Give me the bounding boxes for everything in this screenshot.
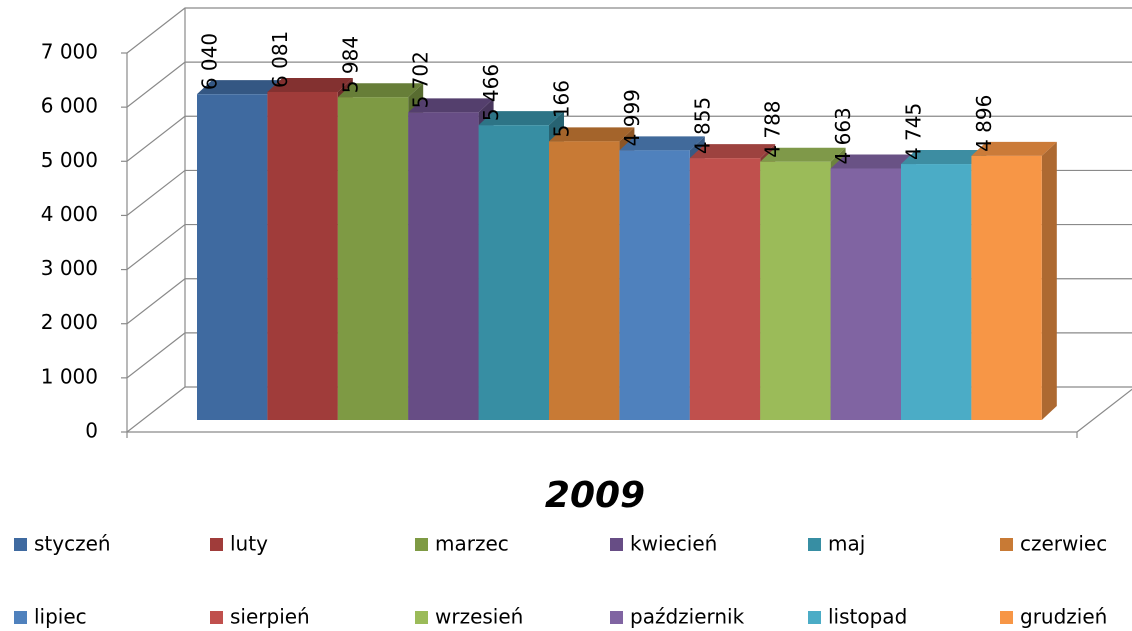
y-tick-label: 5 000 <box>41 148 98 172</box>
value-label: 5 466 <box>479 64 503 121</box>
bar <box>549 141 620 420</box>
legend-label: lipiec <box>34 605 87 629</box>
bar-top <box>337 83 424 98</box>
y-tick-label: 7 000 <box>41 40 98 64</box>
legend-swatch <box>808 611 821 624</box>
legend-swatch <box>14 538 27 551</box>
category-label: 2009 <box>545 475 645 516</box>
legend-label: luty <box>230 532 268 556</box>
bar-top <box>830 154 916 169</box>
bar <box>267 91 338 421</box>
legend-label: wrzesień <box>435 605 523 629</box>
bar-top <box>689 144 776 159</box>
bar-top <box>197 80 283 95</box>
bar-top <box>408 98 494 113</box>
legend-label: maj <box>828 532 865 556</box>
value-label: 5 702 <box>409 51 433 108</box>
bar <box>760 161 831 420</box>
bar <box>337 97 409 421</box>
legend-swatch <box>610 611 623 624</box>
legend-swatch <box>415 538 428 551</box>
y-tick-label: 3 000 <box>41 256 98 280</box>
legend-label: listopad <box>828 605 907 629</box>
bar-top <box>971 141 1057 156</box>
bar <box>830 168 901 420</box>
legend-swatch <box>210 611 223 624</box>
legend-label: styczeń <box>34 532 111 556</box>
y-tick-label: 2 000 <box>41 310 98 334</box>
bar-top <box>619 136 705 151</box>
bar <box>408 112 479 420</box>
value-label: 4 896 <box>972 95 996 152</box>
bar-top <box>549 127 635 142</box>
legend-label: grudzień <box>1020 605 1107 629</box>
value-label: 4 663 <box>831 107 855 164</box>
legend-label: październik <box>630 605 745 629</box>
legend-swatch <box>14 611 27 624</box>
legend-swatch <box>808 538 821 551</box>
bar-top <box>901 150 987 165</box>
legend-swatch <box>610 538 623 551</box>
bar <box>478 125 549 420</box>
bar-top <box>760 147 846 162</box>
legend-swatch <box>1000 611 1013 624</box>
y-tick-label: 4 000 <box>41 202 98 226</box>
y-tick-label: 6 000 <box>41 94 98 118</box>
bar <box>971 155 1042 421</box>
legend-swatch <box>210 538 223 551</box>
value-label: 4 745 <box>902 103 926 160</box>
bar <box>901 164 972 420</box>
legend-label: kwiecień <box>630 532 717 556</box>
legend-label: czerwiec <box>1020 532 1107 556</box>
legend-swatch <box>415 611 428 624</box>
legend-swatch <box>1000 538 1013 551</box>
bar-top <box>478 111 564 126</box>
bar <box>619 150 690 420</box>
value-label: 4 855 <box>690 97 714 154</box>
value-label: 6 081 <box>268 31 292 88</box>
y-tick-label: 1 000 <box>41 364 98 388</box>
bar-side <box>1041 141 1057 421</box>
bar <box>197 94 268 420</box>
value-label: 5 166 <box>550 80 574 137</box>
value-label: 5 984 <box>338 36 362 93</box>
bar <box>689 158 761 420</box>
legend-label: sierpień <box>230 605 310 629</box>
y-tick-label: 0 <box>85 419 98 443</box>
value-label: 4 788 <box>761 100 785 157</box>
legend-label: marzec <box>435 532 509 556</box>
value-label: 6 040 <box>198 33 222 90</box>
bar-top <box>267 77 353 92</box>
value-label: 4 999 <box>620 89 644 146</box>
